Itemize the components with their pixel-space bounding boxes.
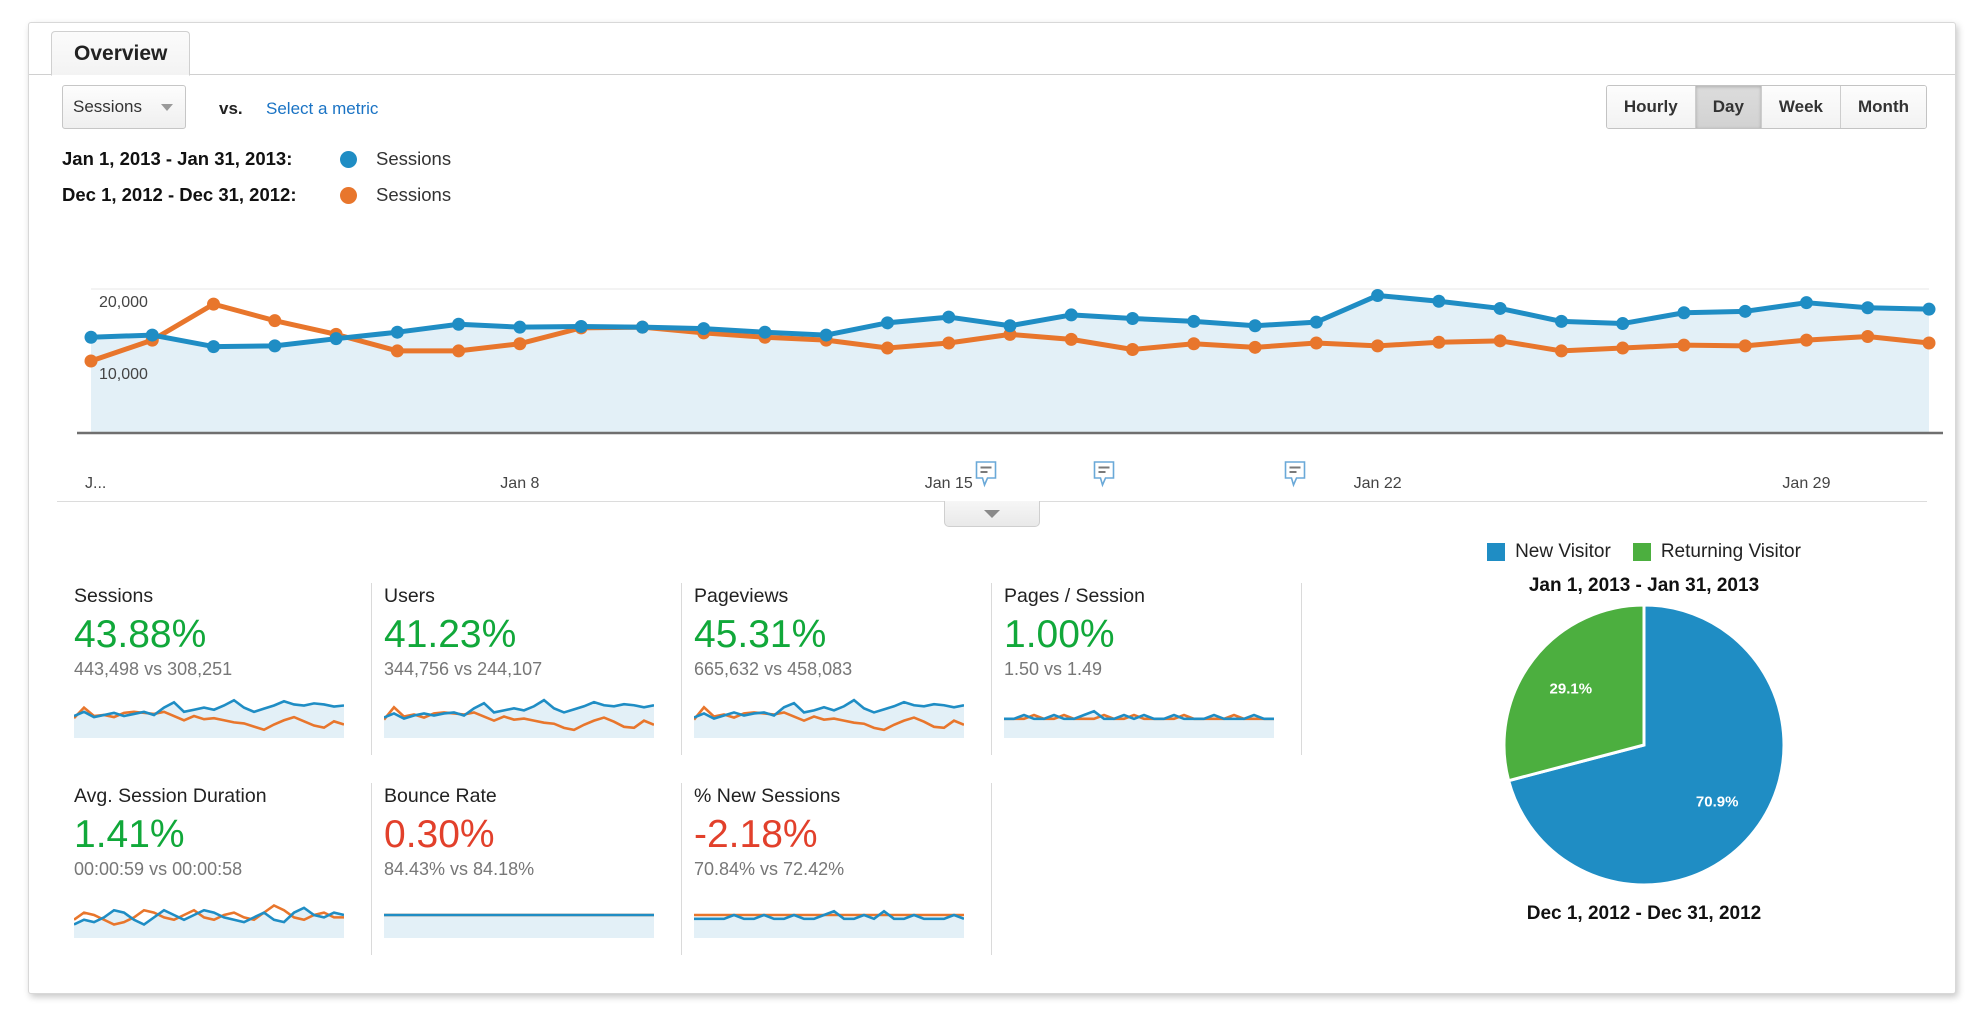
series-legend: Jan 1, 2013 - Jan 31, 2013: Sessions Dec 1… xyxy=(62,141,451,213)
metric-card-sparkline xyxy=(1004,710,1274,739)
series-legend-row: Dec 1, 2012 - Dec 31, 2012: Sessions xyxy=(62,177,451,213)
metric-card-title: Users xyxy=(384,585,435,607)
pie-slice-label: 70.9% xyxy=(1696,793,1739,810)
pie-chart[interactable]: 70.9% 29.1% xyxy=(1359,597,1929,897)
grain-button-week[interactable]: Week xyxy=(1761,86,1842,128)
tab-bar: Overview xyxy=(29,23,1955,76)
metric-card-delta: 41.23% xyxy=(384,613,517,656)
timeseries-svg: 10,000 20,000 xyxy=(77,288,1943,435)
chevron-down-icon xyxy=(984,509,1000,518)
series-date-range: Dec 1, 2012 - Dec 31, 2012: xyxy=(62,184,297,205)
visitor-type-pie-panel: New Visitor Returning Visitor Jan 1, 2013… xyxy=(1359,541,1929,961)
tab-overview-label: Overview xyxy=(74,41,168,65)
metric-card-title: Sessions xyxy=(74,585,154,607)
metric-card-sparkline xyxy=(74,904,344,939)
tab-bar-underline xyxy=(29,74,1955,75)
metric-card-comparison: 344,756 vs 244,107 xyxy=(384,659,543,680)
series-color-dot-icon xyxy=(340,150,357,168)
metric-card-title: Bounce Rate xyxy=(384,785,497,807)
vs-label: vs. xyxy=(219,99,243,118)
metric-card-title: % New Sessions xyxy=(694,785,841,807)
annotation-marker-icon[interactable] xyxy=(1092,460,1115,488)
pie-title: Jan 1, 2013 - Jan 31, 2013 xyxy=(1528,575,1760,596)
metric-card-title: Avg. Session Duration xyxy=(74,785,267,807)
x-axis-tick-label: Jan 8 xyxy=(500,475,540,492)
metric-cards: Sessions 43.88% 443,498 vs 308,251 Users 41.… xyxy=(62,571,1327,971)
metric-card-row-1: Sessions 43.88% 443,498 vs 308,251 Users 41.… xyxy=(62,571,1327,771)
grain-button-day[interactable]: Day xyxy=(1695,86,1762,128)
pie-subtitle: Dec 1, 2012 - Dec 31, 2012 xyxy=(1526,903,1762,924)
metric-card-comparison: 1.50 vs 1.49 xyxy=(1004,659,1103,680)
pie-legend: New Visitor Returning Visitor xyxy=(1359,541,1929,563)
select-a-metric-link[interactable]: Select a metric xyxy=(266,99,379,118)
overview-panel: Overview Sessions vs. Select a metric Ho… xyxy=(28,22,1956,994)
series-legend-row: Jan 1, 2013 - Jan 31, 2013: Sessions xyxy=(62,141,451,177)
metric-select[interactable]: Sessions xyxy=(62,85,186,129)
tab-overview[interactable]: Overview xyxy=(51,31,191,76)
metric-card-delta: -2.18% xyxy=(694,813,818,856)
x-axis-tick-label: Jan 15 xyxy=(924,475,973,492)
time-grain-group: Hourly Day Week Month xyxy=(1605,85,1927,129)
annotation-markers xyxy=(29,460,1957,492)
series-date-range: Jan 1, 2013 - Jan 31, 2013: xyxy=(62,148,293,169)
metric-select-value: Sessions xyxy=(73,97,142,116)
metric-card-sparkline xyxy=(74,699,344,739)
metric-card[interactable]: Pageviews 45.31% 665,632 vs 458,083 xyxy=(682,571,992,771)
grain-button-hourly[interactable]: Hourly xyxy=(1606,86,1696,128)
series-metric-name: Sessions xyxy=(376,184,452,205)
pie-legend-swatch-icon xyxy=(1632,543,1651,561)
series-metric-name: Sessions xyxy=(376,148,452,169)
metric-card-row-2: Avg. Session Duration 1.41% 00:00:59 vs 00… xyxy=(62,771,1327,971)
chart-controls: Sessions vs. Select a metric Hourly Day We… xyxy=(29,75,1955,137)
metric-card-comparison: 84.43% vs 84.18% xyxy=(384,859,535,880)
x-axis-tick-label: J... xyxy=(85,475,107,492)
metric-card-title: Pages / Session xyxy=(1004,585,1145,607)
chart-collapse-toggle[interactable] xyxy=(944,501,1040,527)
metric-card-delta: 43.88% xyxy=(74,613,207,656)
main-timeseries-chart[interactable]: 10,000 20,000 xyxy=(29,245,1957,475)
metric-card[interactable]: Sessions 43.88% 443,498 vs 308,251 xyxy=(62,571,372,771)
metric-card-comparison: 00:00:59 vs 00:00:58 xyxy=(74,859,243,880)
chevron-down-icon xyxy=(161,103,173,111)
pie-svg: 70.9% 29.1% xyxy=(1502,603,1786,887)
metric-card[interactable]: Pages / Session 1.00% 1.50 vs 1.49 xyxy=(992,571,1302,771)
pie-legend-label: New Visitor xyxy=(1515,541,1611,562)
pie-legend-label: Returning Visitor xyxy=(1660,541,1801,562)
x-axis-tick-label: Jan 22 xyxy=(1353,475,1402,492)
svg-text:10,000: 10,000 xyxy=(99,366,148,383)
metric-card-comparison: 443,498 vs 308,251 xyxy=(74,659,233,680)
metric-card-sparkline xyxy=(384,698,654,739)
x-axis-labels: J... Jan 8 Jan 15 Jan 22 Jan 29 xyxy=(29,475,1957,505)
x-axis-tick-label: Jan 29 xyxy=(1782,475,1831,492)
annotation-marker-icon[interactable] xyxy=(975,460,998,488)
metric-card-sparkline xyxy=(384,914,654,939)
metric-card-comparison: 70.84% vs 72.42% xyxy=(694,859,845,880)
metric-card-sparkline xyxy=(694,698,964,739)
metric-card-delta: 0.30% xyxy=(384,813,495,856)
svg-text:20,000: 20,000 xyxy=(99,294,148,311)
metric-card-comparison: 665,632 vs 458,083 xyxy=(694,659,853,680)
metric-card[interactable]: Bounce Rate 0.30% 84.43% vs 84.18% xyxy=(372,771,682,971)
pie-slice-label: 29.1% xyxy=(1550,681,1593,698)
annotation-marker-icon[interactable] xyxy=(1283,460,1306,488)
metric-card-title: Pageviews xyxy=(694,585,789,607)
metric-card-delta: 1.41% xyxy=(74,813,185,856)
metric-card-delta: 1.00% xyxy=(1004,613,1115,656)
pie-legend-swatch-icon xyxy=(1487,543,1506,561)
metric-card[interactable]: Avg. Session Duration 1.41% 00:00:59 vs 00… xyxy=(62,771,372,971)
grain-button-month[interactable]: Month xyxy=(1841,86,1926,128)
metric-card-sparkline xyxy=(694,909,964,939)
pie-legend-item[interactable]: Returning Visitor xyxy=(1632,541,1801,563)
metric-card[interactable]: Users 41.23% 344,756 vs 244,107 xyxy=(372,571,682,771)
metric-card[interactable]: % New Sessions -2.18% 70.84% vs 72.42% xyxy=(682,771,992,971)
series-color-dot-icon xyxy=(340,186,357,204)
pie-legend-item[interactable]: New Visitor xyxy=(1487,541,1611,563)
metric-card-delta: 45.31% xyxy=(694,613,827,656)
